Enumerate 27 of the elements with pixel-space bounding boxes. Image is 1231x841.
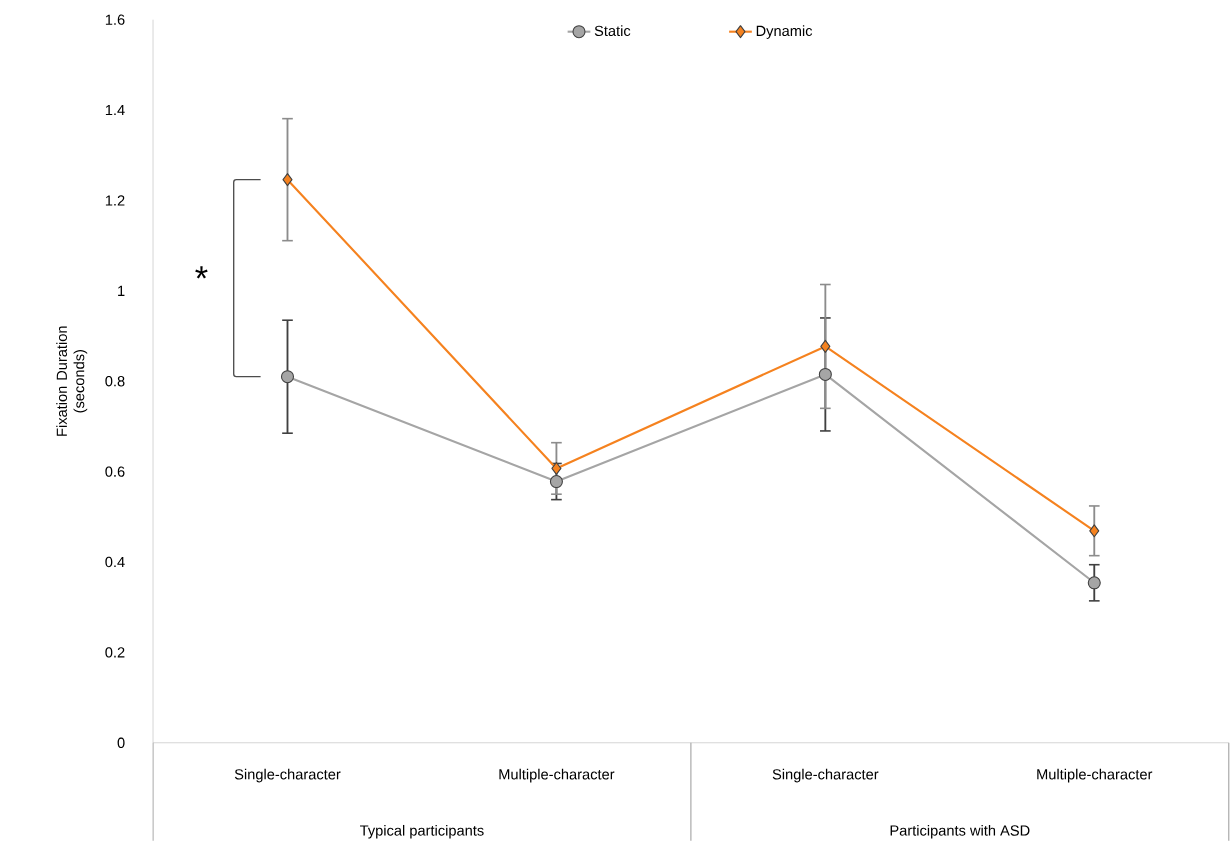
text: Participants with ASD (890, 825, 1030, 839)
legend-label: Dynamic (756, 25, 813, 39)
y-tick-label: 1.2 (105, 195, 125, 206)
y-tick-label: 0.2 (105, 647, 125, 658)
point (282, 173, 293, 187)
point (820, 339, 831, 354)
legend-label: Static (594, 25, 631, 37)
y-tick-label: 0.4 (105, 556, 125, 568)
x-tick-label: Single-character (234, 768, 341, 783)
point (1087, 576, 1101, 590)
y-tick-label: 0 (117, 737, 125, 749)
y-axis-title: Fixation Duration (seconds) (56, 326, 88, 436)
point (1089, 524, 1100, 538)
x-tick-label: Multiple-character (1037, 768, 1153, 783)
x-tick-label: Multiple-character (499, 768, 615, 783)
y-tick-label: 1.4 (105, 105, 125, 116)
y-tick-label: 0.6 (105, 466, 125, 477)
point (551, 461, 562, 476)
point (280, 370, 295, 384)
text: Typical participants (360, 825, 484, 839)
y-tick-label: 0.8 (105, 376, 125, 387)
point (549, 475, 563, 489)
point (818, 367, 832, 382)
y-tick-label: 1 (118, 285, 125, 296)
y-tick-label: 1.6 (105, 14, 125, 25)
annotation: * (195, 266, 208, 279)
x-tick-label: Single-character (772, 768, 879, 783)
